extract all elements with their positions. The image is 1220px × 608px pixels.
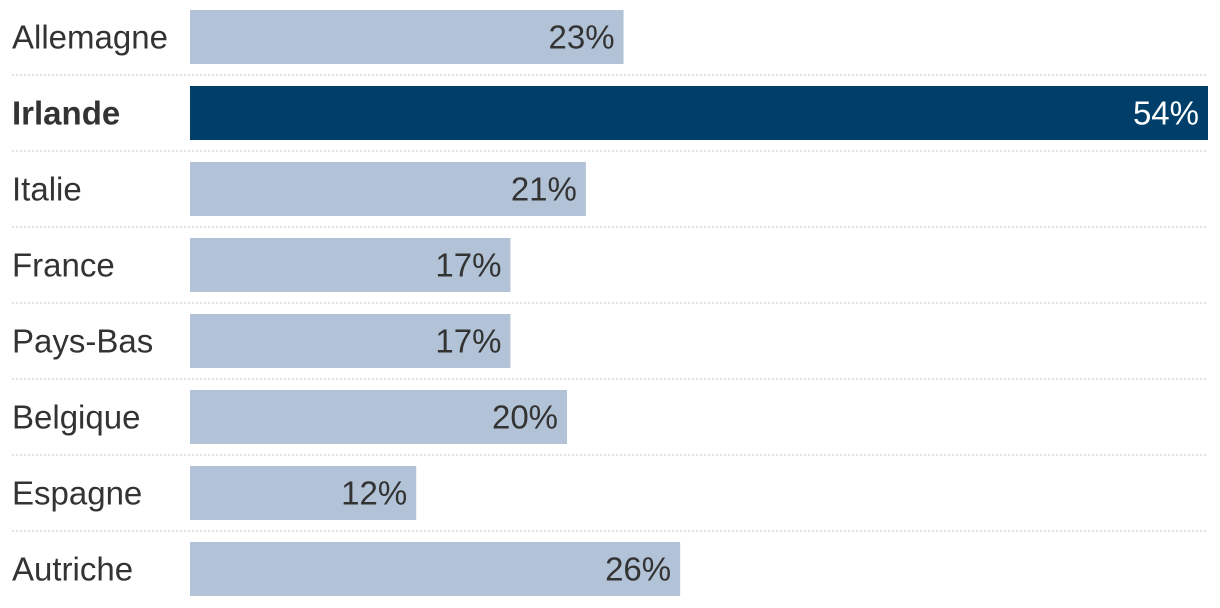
category-label: Belgique — [12, 399, 140, 436]
bar — [190, 10, 624, 64]
category-label: Autriche — [12, 551, 133, 588]
category-label: Irlande — [12, 95, 120, 132]
bar — [190, 162, 586, 216]
value-label: 21% — [511, 171, 577, 208]
value-label: 12% — [341, 475, 407, 512]
value-label: 17% — [435, 323, 501, 360]
value-label: 26% — [605, 551, 671, 588]
category-label: France — [12, 247, 115, 284]
value-label: 17% — [435, 247, 501, 284]
category-label: Pays-Bas — [12, 323, 153, 360]
category-label: Italie — [12, 171, 82, 208]
bar — [190, 86, 1208, 140]
category-label: Allemagne — [12, 19, 168, 56]
bar — [190, 466, 417, 520]
bar — [190, 314, 511, 368]
category-label: Espagne — [12, 475, 142, 512]
value-label: 20% — [492, 399, 558, 436]
value-label: 54% — [1133, 95, 1199, 132]
bar — [190, 542, 681, 596]
bar — [190, 238, 511, 292]
value-label: 23% — [549, 19, 615, 56]
bar — [190, 390, 568, 444]
